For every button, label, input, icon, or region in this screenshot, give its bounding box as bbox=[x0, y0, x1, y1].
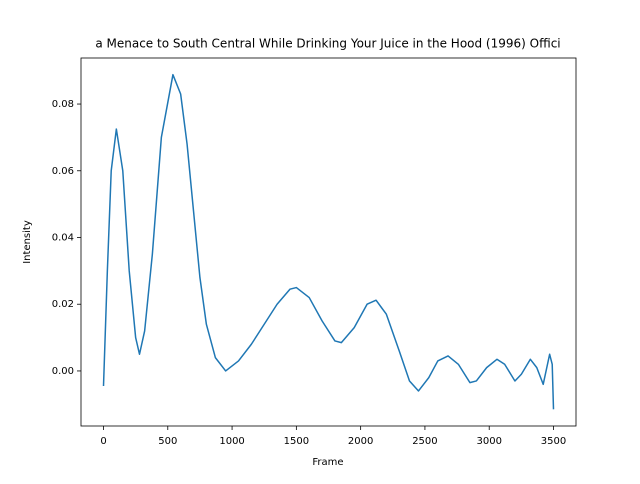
x-tick-label: 3500 bbox=[541, 436, 566, 447]
x-tick-label: 3000 bbox=[476, 436, 501, 447]
y-tick-label: 0.00 bbox=[52, 366, 74, 377]
x-tick-label: 2000 bbox=[348, 436, 373, 447]
x-tick-label: 2500 bbox=[412, 436, 437, 447]
plot-frame bbox=[80, 57, 577, 427]
x-axis-label: Frame bbox=[312, 457, 343, 468]
x-tick-label: 500 bbox=[158, 436, 177, 447]
y-tick-label: 0.06 bbox=[52, 166, 74, 177]
y-tick-label: 0.08 bbox=[52, 99, 74, 110]
line-series bbox=[102, 73, 555, 410]
x-tick-label: 1000 bbox=[219, 436, 244, 447]
y-axis-label: Intensity bbox=[22, 220, 33, 264]
chart-title: a Menace to South Central While Drinking… bbox=[95, 37, 560, 51]
y-tick-label: 0.04 bbox=[52, 232, 74, 243]
x-tick-label: 0 bbox=[100, 436, 106, 447]
y-tick-label: 0.02 bbox=[52, 299, 74, 310]
x-tick-label: 1500 bbox=[284, 436, 309, 447]
